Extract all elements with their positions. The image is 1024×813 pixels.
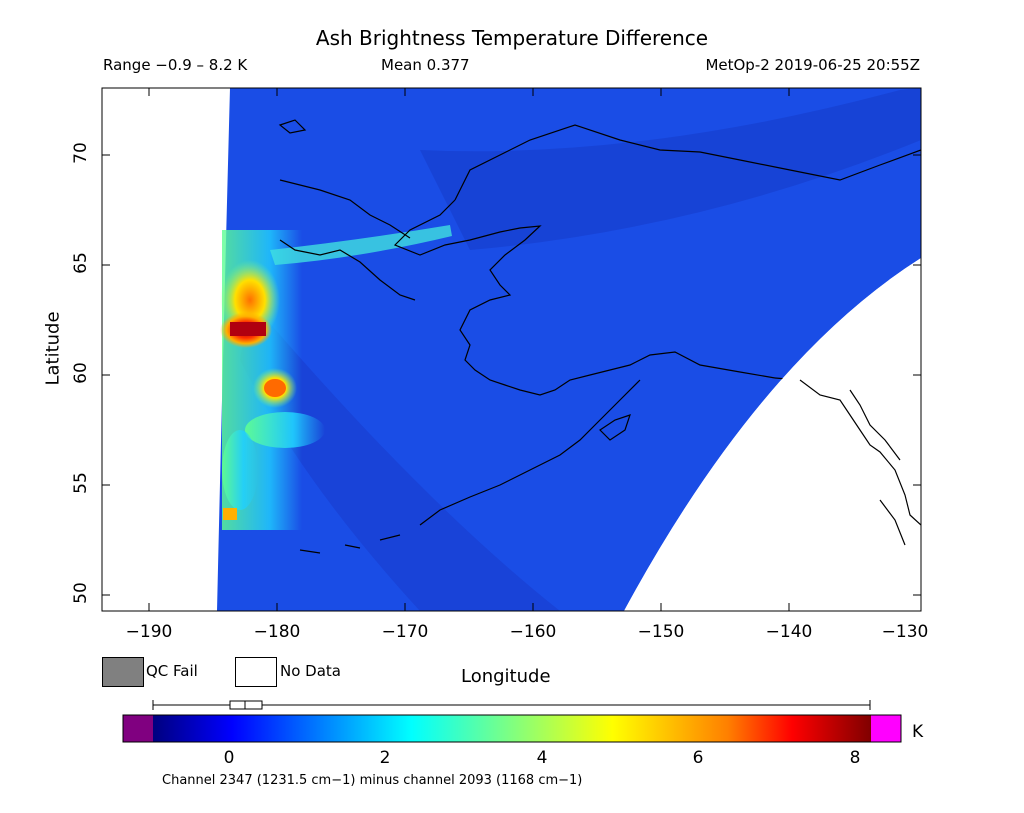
- mean-text: Mean 0.377: [381, 56, 470, 74]
- kodiak-island: [599, 414, 631, 441]
- swath-dark-north: [420, 88, 921, 250]
- colorbar: [122, 714, 902, 743]
- alaska-panhandle-coast: [799, 379, 921, 546]
- swath-background: [217, 88, 921, 611]
- plot-frame: [101, 87, 922, 612]
- siberia-coast: [279, 239, 416, 301]
- no-data-label: No Data: [280, 662, 341, 680]
- satellite-time-text: MetOp-2 2019-06-25 20:55Z: [705, 56, 920, 74]
- colorbar-unit: K: [912, 722, 924, 742]
- ash-plume: [220, 225, 452, 530]
- colorbar-under: [123, 715, 153, 742]
- colorbar-tick-6: 6: [692, 748, 704, 768]
- x-tick-m140: −140: [765, 622, 813, 642]
- x-tick-m130: −130: [881, 622, 929, 642]
- x-tick-m150: −150: [637, 622, 685, 642]
- no-data-region: [624, 258, 921, 611]
- coastlines: [278, 119, 921, 554]
- x-tick-m180: −180: [253, 622, 301, 642]
- y-axis-label: Latitude: [42, 311, 64, 386]
- qc-fail-label: QC Fail: [146, 662, 198, 680]
- y-tick-65: 65: [70, 252, 91, 274]
- y-tick-70: 70: [70, 142, 91, 164]
- colorbar-boxplot: [152, 700, 871, 710]
- x-tick-m170: −170: [381, 622, 429, 642]
- y-tick-55: 55: [70, 472, 91, 494]
- colorbar-tick-4: 4: [536, 748, 548, 768]
- alaska-north-coast: [454, 124, 921, 201]
- qc-fail-swatch: [102, 657, 144, 687]
- channel-caption: Channel 2347 (1231.5 cm−1) minus channel…: [162, 773, 583, 788]
- range-text: Range −0.9 – 8.2 K: [103, 56, 248, 74]
- chart-title: Ash Brightness Temperature Difference: [315, 26, 709, 50]
- chukotka-coast: [279, 179, 411, 239]
- y-tick-60: 60: [70, 362, 91, 384]
- x-axis-label: Longitude: [461, 666, 551, 687]
- colorbar-over: [871, 715, 901, 742]
- axis-tick-marks: [102, 88, 921, 611]
- colorbar-tick-2: 2: [379, 748, 391, 768]
- alaska-peninsula: [419, 379, 641, 526]
- wrangel-island: [278, 119, 307, 134]
- colorbar-tick-0: 0: [223, 748, 235, 768]
- no-data-swatch: [235, 657, 277, 687]
- colorbar-gradient: [153, 715, 871, 742]
- data-swath: [217, 88, 921, 611]
- x-tick-m160: −160: [509, 622, 557, 642]
- alaska-west-coast: [393, 199, 776, 396]
- colorbar-tick-8: 8: [849, 748, 861, 768]
- x-tick-m190: −190: [125, 622, 173, 642]
- y-tick-50: 50: [70, 582, 91, 604]
- aleutian-islands: [299, 534, 401, 554]
